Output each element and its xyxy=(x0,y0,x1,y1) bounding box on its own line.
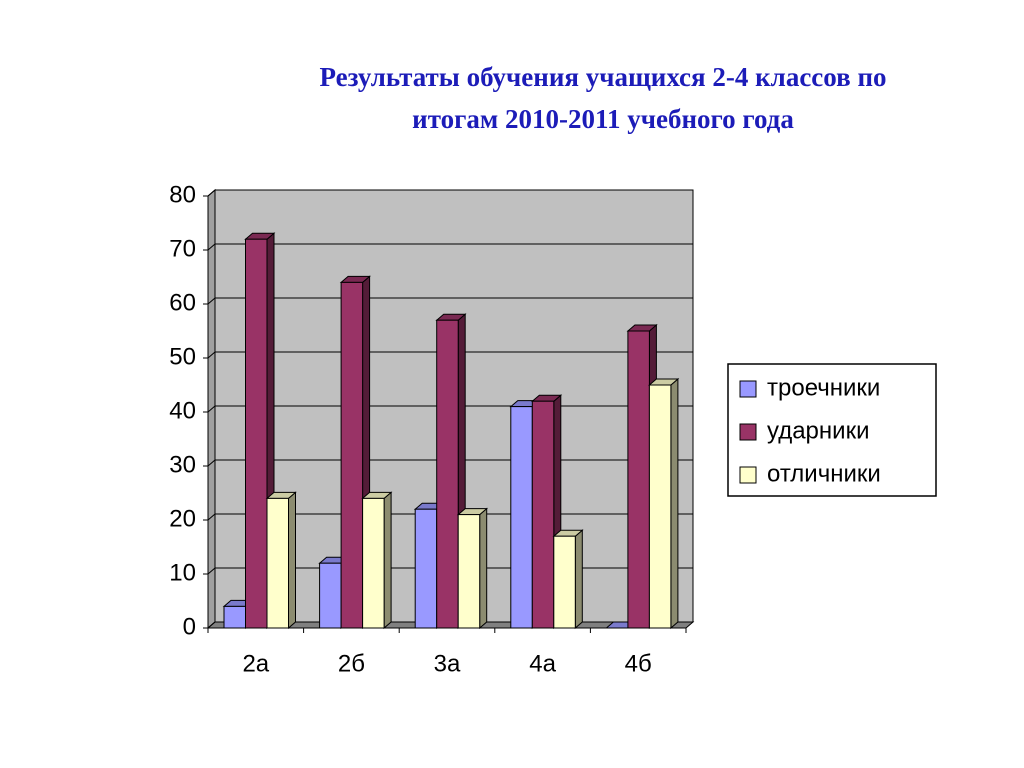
grid-line xyxy=(207,189,693,197)
y-tick-label: 70 xyxy=(169,235,196,262)
chart-title: Результаты обучения учащихся 2-4 классов… xyxy=(319,62,886,92)
bar-side xyxy=(670,377,679,630)
y-tick-label: 20 xyxy=(169,505,196,532)
bar-side xyxy=(574,529,583,630)
bar xyxy=(266,497,289,629)
bar xyxy=(510,406,533,629)
bar xyxy=(553,535,576,629)
x-tick-label: 4а xyxy=(529,650,556,677)
bar xyxy=(648,384,672,629)
bar xyxy=(414,508,438,629)
legend-box xyxy=(727,363,937,497)
bar xyxy=(457,514,481,629)
bar xyxy=(223,605,246,629)
y-tick-label: 80 xyxy=(169,181,196,208)
legend-label: троечники xyxy=(767,374,880,401)
y-tick-label: 0 xyxy=(183,613,196,640)
legend-label: отличники xyxy=(767,460,881,487)
grid-line xyxy=(207,243,693,251)
legend-swatch xyxy=(739,466,757,484)
bar xyxy=(245,238,268,629)
bar xyxy=(531,400,555,629)
bar-side xyxy=(383,491,392,630)
y-tick-label: 10 xyxy=(169,559,196,586)
x-tick-label: 2б xyxy=(338,650,365,677)
y-tick-label: 30 xyxy=(169,451,196,478)
bar xyxy=(627,330,650,629)
grid-line xyxy=(207,351,693,359)
x-tick-label: 4б xyxy=(625,650,652,677)
bar xyxy=(340,281,364,629)
x-tick-label: 3а xyxy=(434,650,461,677)
bar xyxy=(319,562,342,629)
legend-label: ударники xyxy=(767,417,869,444)
chart-title: итогам 2010-2011 учебного года xyxy=(412,104,794,134)
y-tick-label: 40 xyxy=(169,397,196,424)
legend-swatch xyxy=(739,380,757,398)
y-tick-label: 50 xyxy=(169,343,196,370)
bar-side xyxy=(288,491,296,630)
grid-line xyxy=(207,297,693,305)
x-tick-label: 2а xyxy=(242,650,269,677)
legend-swatch xyxy=(739,423,757,441)
y-tick-label: 60 xyxy=(169,289,196,316)
bar xyxy=(362,497,385,629)
bar-side xyxy=(479,507,488,630)
bar xyxy=(436,319,459,629)
